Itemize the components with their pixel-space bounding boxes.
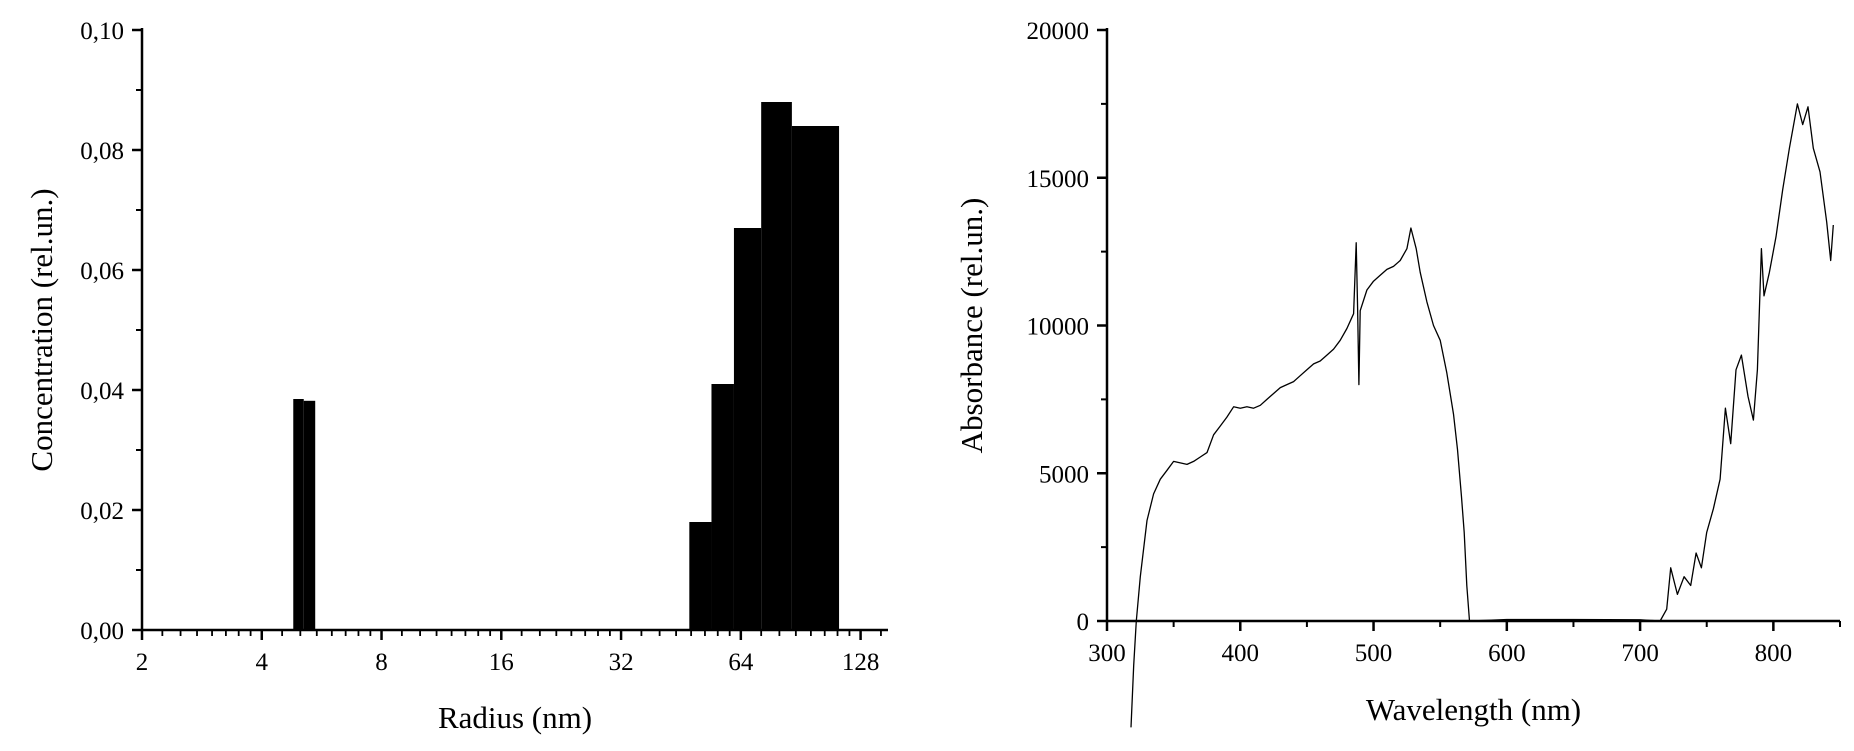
x-tick-label: 400 [1222, 640, 1260, 667]
histogram-bar [303, 400, 316, 630]
histogram-bar [791, 126, 840, 630]
y-tick-label: 0,10 [80, 18, 124, 45]
x-tick-label: 600 [1488, 640, 1526, 667]
absorbance-spectrum-chart: 0 5000 10000 15000 20000 300 400 500 600 700 800 Wa… [954, 18, 1841, 728]
y-tick-label: 15000 [1027, 166, 1090, 193]
x-tick-label: 128 [842, 649, 880, 676]
x-tick-label: 700 [1621, 640, 1659, 667]
y-axis-label: Concentration (rel.un.) [24, 188, 59, 471]
x-tick-label: 8 [375, 649, 388, 676]
x-tick-label: 16 [489, 649, 514, 676]
x-tick-label: 64 [728, 649, 754, 676]
y-tick-label: 0,02 [80, 498, 124, 525]
x-tick-label: 300 [1088, 640, 1126, 667]
x-tick-label: 2 [136, 649, 149, 676]
x-axis-label: Wavelength (nm) [1366, 692, 1581, 727]
y-tick-label: 0,00 [80, 618, 124, 645]
x-tick-label: 500 [1355, 640, 1393, 667]
y-tick-label: 0,04 [80, 378, 124, 405]
x-tick-label: 800 [1755, 640, 1793, 667]
histogram-bar [293, 399, 304, 630]
y-tick-label: 20000 [1027, 18, 1090, 45]
x-tick-label: 4 [256, 649, 269, 676]
histogram-bar [711, 384, 734, 630]
y-axis-label: Absorbance (rel.un.) [954, 198, 989, 454]
histogram-bar [733, 228, 762, 630]
radius-histogram-chart: 0,00 0,02 0,04 0,06 0,08 0,10 2 4 8 16 32 64 128 Radi… [24, 18, 888, 735]
y-tick-label: 10000 [1027, 314, 1090, 341]
histogram-bar [761, 102, 792, 630]
histogram-bar [689, 522, 712, 630]
y-tick-label: 0 [1077, 609, 1090, 636]
y-tick-label: 0,06 [80, 258, 124, 285]
y-tick-label: 5000 [1039, 461, 1089, 488]
x-tick-label: 32 [609, 649, 634, 676]
y-tick-label: 0,08 [80, 138, 124, 165]
x-axis-label: Radius (nm) [438, 700, 592, 735]
spectrum-line [1130, 103, 1834, 728]
